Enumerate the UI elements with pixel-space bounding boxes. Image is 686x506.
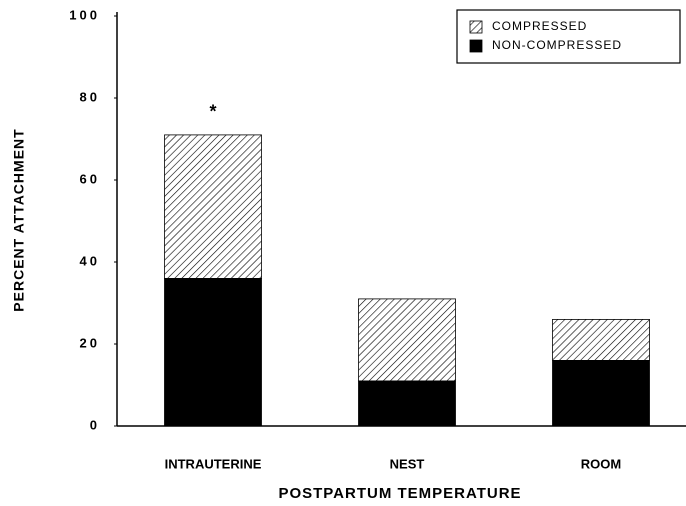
- y-tick-label: 20: [80, 335, 100, 350]
- x-tick-label: NEST: [390, 456, 425, 471]
- y-tick-label: 0: [90, 417, 100, 432]
- y-tick-label: 100: [69, 7, 100, 22]
- y-tick-label: 40: [80, 253, 100, 268]
- legend: [456, 9, 681, 64]
- bar-segment: [164, 134, 262, 279]
- x-tick-label: ROOM: [581, 456, 621, 471]
- y-axis-label: PERCENT ATTACHMENT: [11, 128, 27, 311]
- bar-segment: [358, 380, 456, 427]
- annotation: *: [209, 102, 216, 122]
- y-tick-label: 60: [80, 171, 100, 186]
- legend-swatch: [469, 39, 483, 53]
- bar-segment: [164, 277, 262, 427]
- y-tick-label: 80: [80, 89, 100, 104]
- bar-segment: [552, 318, 650, 361]
- x-tick-label: INTRAUTERINE: [165, 456, 262, 471]
- legend-label: NON-COMPRESSED: [492, 38, 622, 52]
- legend-label: COMPRESSED: [492, 19, 587, 33]
- bar-segment: [358, 298, 456, 382]
- x-axis-label: POSTPARTUM TEMPERATURE: [278, 485, 521, 502]
- legend-swatch: [469, 20, 483, 34]
- bar-segment: [552, 359, 650, 427]
